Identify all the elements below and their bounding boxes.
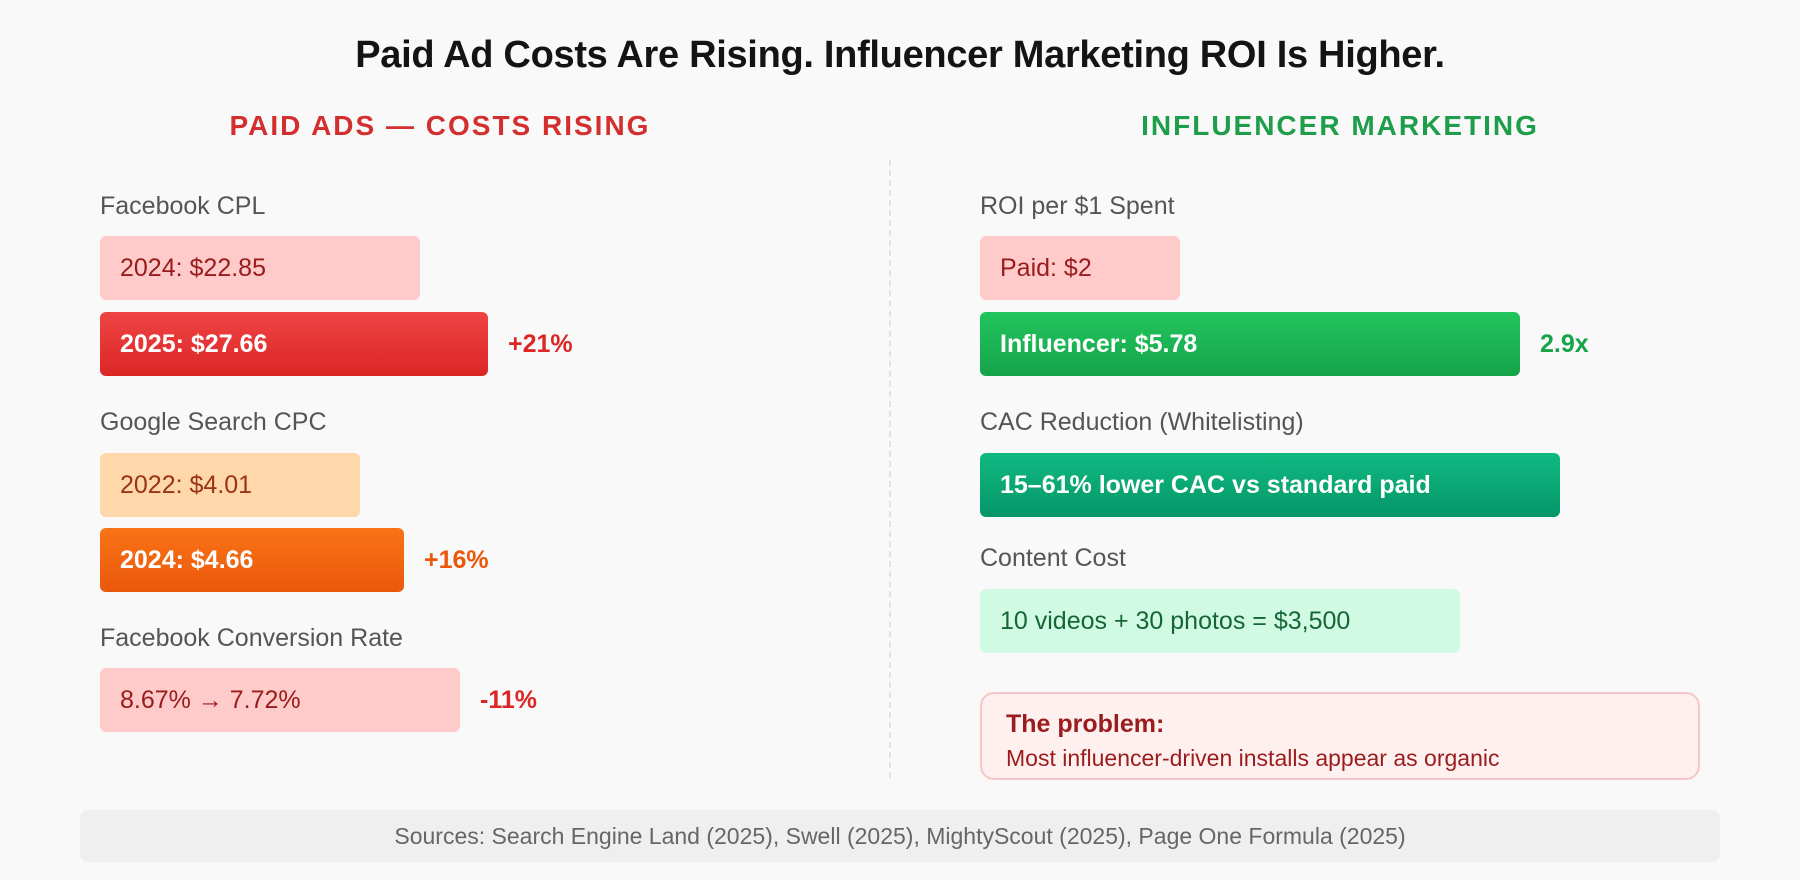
column-divider: [889, 160, 891, 778]
roi-influencer-bar: Influencer: $5.78: [980, 312, 1520, 376]
roi-multiplier: 2.9x: [1540, 329, 1589, 358]
cac-reduction-bar: 15–61% lower CAC vs standard paid: [980, 453, 1560, 517]
facebook-conversion-bar: 8.67% → 7.72%: [100, 668, 460, 732]
problem-body: Most influencer-driven installs appear a…: [1006, 745, 1500, 771]
facebook-conversion-delta: -11%: [480, 685, 537, 714]
roi-label: ROI per $1 Spent: [980, 192, 1175, 220]
content-cost-bar: 10 videos + 30 photos = $3,500: [980, 589, 1460, 653]
facebook-cpl-2025-bar: 2025: $27.66: [100, 312, 488, 376]
google-cpc-2024-bar: 2024: $4.66: [100, 528, 404, 592]
google-cpc-label: Google Search CPC: [100, 408, 327, 436]
sources-footer: Sources: Search Engine Land (2025), Swel…: [80, 810, 1720, 862]
facebook-cpl-2024-bar: 2024: $22.85: [100, 236, 420, 300]
facebook-conversion-label: Facebook Conversion Rate: [100, 624, 403, 652]
chart-title: Paid Ad Costs Are Rising. Influencer Mar…: [355, 34, 1445, 76]
roi-paid-bar: Paid: $2: [980, 236, 1180, 300]
influencer-heading: INFLUENCER MARKETING: [1141, 110, 1539, 141]
cac-reduction-label: CAC Reduction (Whitelisting): [980, 408, 1304, 436]
facebook-cpl-delta: +21%: [508, 329, 573, 358]
google-cpc-2022-bar: 2022: $4.01: [100, 453, 360, 517]
problem-heading: The problem:: [1006, 710, 1165, 738]
problem-callout: The problem: Most influencer-driven inst…: [980, 692, 1700, 780]
facebook-cpl-label: Facebook CPL: [100, 192, 266, 220]
content-cost-label: Content Cost: [980, 544, 1126, 572]
google-cpc-delta: +16%: [424, 545, 489, 574]
paid-ads-heading: PAID ADS — COSTS RISING: [229, 110, 651, 141]
